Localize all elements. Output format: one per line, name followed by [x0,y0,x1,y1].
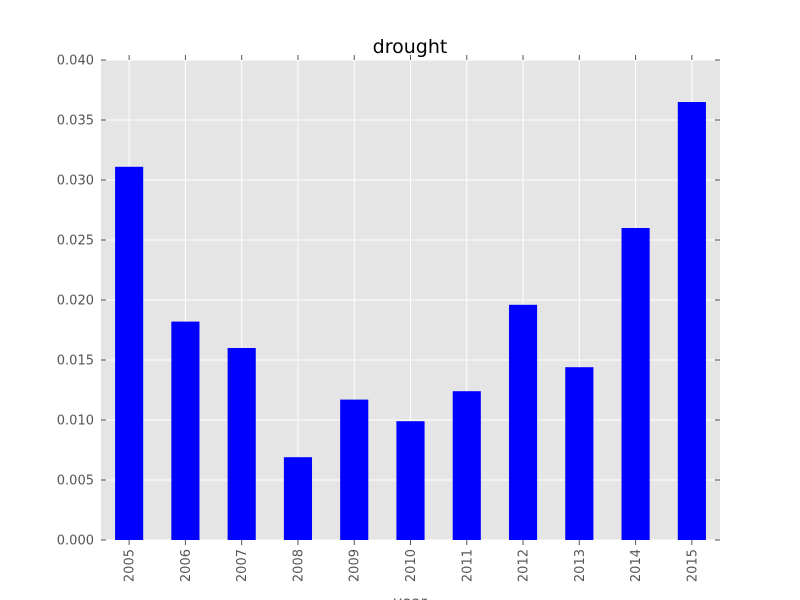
bar-2005 [115,166,144,541]
bar-2011 [452,391,481,540]
y-tick-label: 0.030 [57,174,94,189]
x-tick-label: 2015 [685,549,700,582]
x-tick-label: 2007 [235,549,250,582]
bar-2012 [508,304,538,540]
bar-2013 [565,367,594,540]
x-tick-label: 2013 [573,549,588,582]
x-tick-label: 2012 [517,549,532,582]
y-tick-label: 0.005 [57,474,94,489]
y-axis: 0.000 0.005 0.010 0.015 0.020 0.025 0.030 0.035… [57,54,94,549]
x-tick-label: 2005 [123,549,138,582]
x-tick-label: 2006 [179,549,194,582]
x-tick-label: 2010 [404,549,419,582]
tick-marks [101,55,720,545]
y-tick-label: 0.000 [57,534,94,549]
y-tick-label: 0.040 [57,54,94,69]
bar-2008 [283,457,313,540]
bar-2007 [227,348,256,540]
x-tick-label: 2009 [348,549,363,582]
bar-2014 [621,228,650,540]
x-tick-label: 2014 [629,549,644,582]
bars [115,102,706,541]
x-axis-label: year [393,593,427,600]
y-tick-label: 0.010 [57,414,94,429]
bar-2010 [396,421,425,540]
bar-2006 [171,321,200,540]
chart-title: drought [373,36,448,58]
bar-2009 [340,399,369,540]
y-tick-label: 0.015 [57,354,94,369]
bar-2015 [677,102,706,540]
y-tick-label: 0.025 [57,234,94,249]
y-tick-label: 0.035 [57,114,94,129]
x-tick-label: 2008 [291,549,306,582]
x-axis: 2005 2006 2007 2008 2009 2010 2011 2012 2013 2014… [123,549,701,582]
x-tick-label: 2011 [460,549,475,582]
y-tick-label: 0.020 [57,294,94,309]
